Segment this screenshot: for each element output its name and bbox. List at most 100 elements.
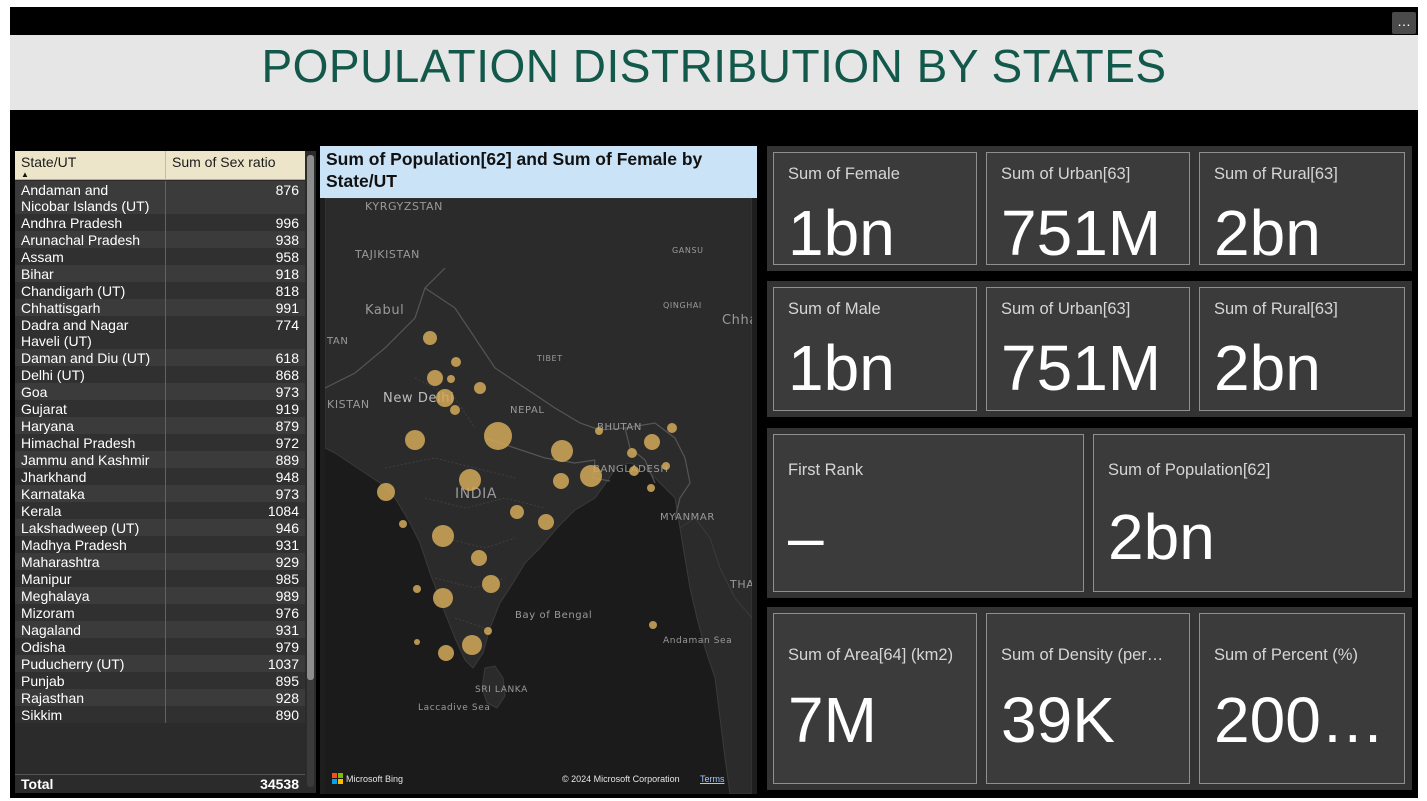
cell-sex-ratio: 876: [275, 182, 299, 198]
table-row[interactable]: Dadra and Nagar Haveli (UT) 774: [15, 316, 305, 349]
table-scrollbar[interactable]: [307, 155, 314, 787]
population-bubble[interactable]: [450, 405, 460, 415]
population-bubble[interactable]: [482, 575, 500, 593]
map-label: TIBET: [536, 354, 563, 363]
table-row[interactable]: Rajasthan 928: [15, 689, 305, 706]
card-value: 1bn: [788, 201, 895, 265]
population-bubble[interactable]: [580, 465, 602, 487]
card-sum-area[interactable]: Sum of Area[64] (km2) 7M: [773, 613, 977, 784]
table-row[interactable]: Delhi (UT) 868: [15, 366, 305, 383]
more-options-button[interactable]: …: [1392, 12, 1416, 34]
table-row[interactable]: Karnataka 973: [15, 485, 305, 502]
table-row[interactable]: Bihar 918: [15, 265, 305, 282]
table-row[interactable]: Sikkim 890: [15, 706, 305, 723]
population-bubble[interactable]: [413, 585, 421, 593]
table-row[interactable]: Arunachal Pradesh 938: [15, 231, 305, 248]
population-bubble[interactable]: [405, 430, 425, 450]
table-row[interactable]: Goa 973: [15, 383, 305, 400]
table-row[interactable]: Lakshadweep (UT) 946: [15, 519, 305, 536]
card-sum-female[interactable]: Sum of Female 1bn: [773, 152, 977, 265]
cell-sex-ratio: 818: [275, 283, 299, 299]
table-row[interactable]: Assam 958: [15, 248, 305, 265]
population-bubble[interactable]: [667, 423, 677, 433]
population-bubble[interactable]: [474, 382, 486, 394]
table-row[interactable]: Andaman and Nicobar Islands (UT) 876: [15, 181, 305, 214]
population-bubble[interactable]: [484, 627, 492, 635]
card-sum-population[interactable]: Sum of Population[62] 2bn: [1093, 434, 1405, 592]
bubble-map[interactable]: KYRGYZSTAN TAJIKISTAN GANSU QINGHAI Kabul TAN…: [325, 198, 752, 794]
population-bubble[interactable]: [438, 645, 454, 661]
population-bubble[interactable]: [432, 525, 454, 547]
table-row[interactable]: Himachal Pradesh 972: [15, 434, 305, 451]
table-row[interactable]: Odisha 979: [15, 638, 305, 655]
cell-state: Punjab: [15, 672, 166, 689]
card-sum-rural-2[interactable]: Sum of Rural[63] 2bn: [1199, 287, 1405, 411]
table-row[interactable]: Jammu and Kashmir 889: [15, 451, 305, 468]
table-row[interactable]: Gujarat 919: [15, 400, 305, 417]
cell-sex-ratio: 889: [275, 452, 299, 468]
table-row[interactable]: Kerala 1084: [15, 502, 305, 519]
table-scroll-thumb[interactable]: [307, 155, 314, 680]
population-bubble[interactable]: [414, 639, 420, 645]
map-label: Kabul: [365, 303, 404, 318]
population-bubble[interactable]: [433, 588, 453, 608]
table-row[interactable]: Maharashtra 929: [15, 553, 305, 570]
population-bubble[interactable]: [510, 505, 524, 519]
population-bubble[interactable]: [459, 469, 481, 491]
column-header-state[interactable]: State/UT ▲: [15, 151, 166, 180]
population-bubble[interactable]: [447, 375, 455, 383]
card-sum-percent[interactable]: Sum of Percent (%) 200…: [1199, 613, 1405, 784]
population-bubble[interactable]: [644, 434, 660, 450]
population-bubble[interactable]: [423, 331, 437, 345]
population-bubble[interactable]: [629, 466, 639, 476]
table-row[interactable]: Punjab 895: [15, 672, 305, 689]
table-row[interactable]: Daman and Diu (UT) 618: [15, 349, 305, 366]
population-bubble[interactable]: [484, 422, 512, 450]
population-bubble[interactable]: [471, 550, 487, 566]
map-label: KISTAN: [327, 398, 370, 411]
table-row[interactable]: Meghalaya 989: [15, 587, 305, 604]
cell-sex-ratio: 991: [275, 300, 299, 316]
population-bubble[interactable]: [662, 462, 670, 470]
population-bubble[interactable]: [538, 514, 554, 530]
population-bubble[interactable]: [627, 448, 637, 458]
population-bubble[interactable]: [551, 440, 573, 462]
table-row[interactable]: Madhya Pradesh 931: [15, 536, 305, 553]
column-header-sex-ratio[interactable]: Sum of Sex ratio: [166, 151, 305, 180]
cell-state: Dadra and Nagar Haveli (UT): [15, 316, 166, 349]
table-row[interactable]: Nagaland 931: [15, 621, 305, 638]
card-first-rank[interactable]: First Rank –: [773, 434, 1084, 592]
table-row[interactable]: Manipur 985: [15, 570, 305, 587]
map-label: BHUTAN: [597, 422, 642, 433]
table-row[interactable]: Haryana 879: [15, 417, 305, 434]
table-row[interactable]: Mizoram 976: [15, 604, 305, 621]
card-sum-rural-1[interactable]: Sum of Rural[63] 2bn: [1199, 152, 1405, 265]
cell-sex-ratio: 958: [275, 249, 299, 265]
table-row[interactable]: Jharkhand 948: [15, 468, 305, 485]
population-bubble[interactable]: [649, 621, 657, 629]
table-row[interactable]: Chandigarh (UT) 818: [15, 282, 305, 299]
population-bubble[interactable]: [595, 427, 603, 435]
card-sum-density[interactable]: Sum of Density (per… 39K: [986, 613, 1190, 784]
sort-ascending-icon: ▲: [21, 170, 29, 179]
table-row[interactable]: Andhra Pradesh 996: [15, 214, 305, 231]
population-bubble[interactable]: [462, 635, 482, 655]
card-value: 2bn: [1214, 201, 1321, 265]
card-sum-urban-2[interactable]: Sum of Urban[63] 751M: [986, 287, 1190, 411]
card-sum-urban-1[interactable]: Sum of Urban[63] 751M: [986, 152, 1190, 265]
population-bubble[interactable]: [436, 389, 454, 407]
card-sum-male[interactable]: Sum of Male 1bn: [773, 287, 977, 411]
population-bubble[interactable]: [451, 357, 461, 367]
population-bubble[interactable]: [553, 473, 569, 489]
card-value: 7M: [788, 688, 877, 752]
population-bubble[interactable]: [647, 484, 655, 492]
cell-state: Puducherry (UT): [15, 655, 166, 672]
map-canvas[interactable]: KYRGYZSTAN TAJIKISTAN GANSU QINGHAI Kabul TAN…: [325, 198, 752, 794]
population-bubble[interactable]: [399, 520, 407, 528]
table-row[interactable]: Puducherry (UT) 1037: [15, 655, 305, 672]
table-row[interactable]: Chhattisgarh 991: [15, 299, 305, 316]
population-bubble[interactable]: [427, 370, 443, 386]
map-terms-link[interactable]: Terms: [700, 774, 725, 784]
map-label: Laccadive Sea: [418, 703, 490, 713]
population-bubble[interactable]: [377, 483, 395, 501]
